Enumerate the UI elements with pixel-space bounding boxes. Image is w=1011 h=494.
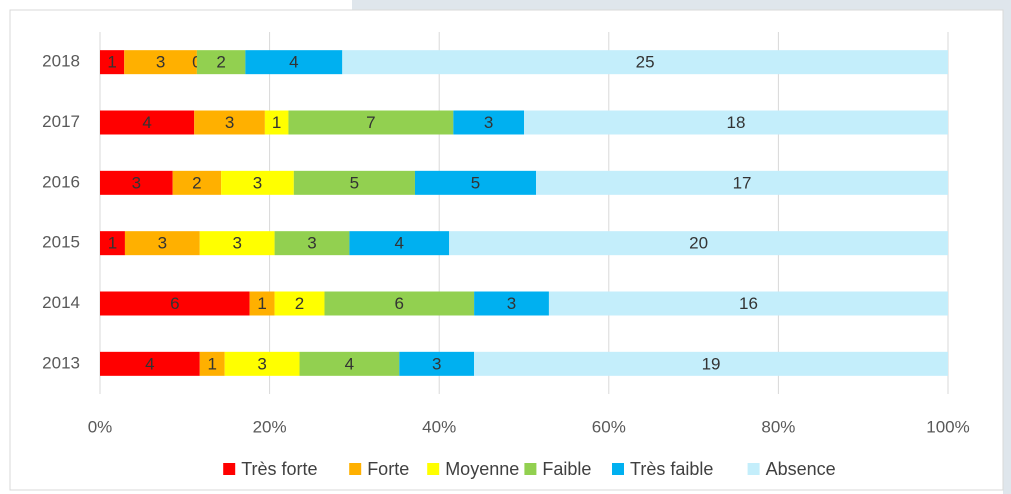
legend-swatch	[747, 463, 760, 475]
data-label: 1	[108, 234, 117, 253]
x-tick-label: 0%	[88, 417, 113, 436]
data-label: 2	[216, 53, 225, 72]
y-tick-label: 2018	[42, 52, 80, 71]
legend-label: Forte	[367, 459, 409, 479]
bar-segment	[100, 351, 200, 376]
data-label: 3	[257, 354, 266, 373]
bar-segment	[249, 291, 275, 316]
data-label: 4	[345, 354, 354, 373]
bar-segment	[199, 231, 275, 256]
data-label: 6	[395, 294, 404, 313]
bar-segment	[414, 170, 537, 195]
bar-segment	[100, 50, 125, 75]
y-tick-label: 2016	[42, 172, 80, 191]
data-label: 6	[170, 294, 179, 313]
data-label: 4	[145, 354, 154, 373]
data-label: 5	[350, 173, 359, 192]
bar-segment	[324, 291, 475, 316]
bar-segment	[453, 110, 524, 135]
data-label: 5	[471, 173, 480, 192]
legend-label: Absence	[766, 459, 836, 479]
legend-swatch	[349, 463, 362, 475]
legend-label: Faible	[542, 459, 591, 479]
bar-segment	[288, 110, 454, 135]
x-tick-label: 80%	[761, 417, 795, 436]
x-tick-label: 100%	[926, 417, 969, 436]
data-label: 4	[289, 53, 298, 72]
data-label: 4	[142, 113, 151, 132]
legend-label: Très forte	[241, 459, 317, 479]
data-label: 1	[208, 354, 217, 373]
bar-segment	[199, 351, 225, 376]
bar-segment	[221, 170, 294, 195]
legend-swatch	[524, 463, 537, 475]
bar-segment	[172, 170, 222, 195]
bar-segment	[399, 351, 475, 376]
legend-label: Très faible	[630, 459, 713, 479]
data-label: 3	[253, 173, 262, 192]
data-label: 2	[192, 173, 201, 192]
bar-segment	[274, 231, 350, 256]
data-label: 3	[432, 354, 441, 373]
legend-label: Moyenne	[445, 459, 519, 479]
backdrop-image	[352, 0, 1011, 10]
backdrop-edge	[1003, 0, 1011, 494]
x-tick-label: 40%	[422, 417, 456, 436]
bar-segment	[548, 291, 948, 316]
bar-segment	[245, 50, 343, 75]
data-label: 18	[727, 113, 746, 132]
bar-segment	[524, 110, 948, 135]
data-label: 3	[132, 173, 141, 192]
data-label: 4	[395, 234, 404, 253]
x-tick-label: 60%	[592, 417, 626, 436]
data-label: 20	[689, 234, 708, 253]
data-label: 3	[484, 113, 493, 132]
data-label: 1	[107, 53, 116, 72]
bar-segment	[224, 351, 300, 376]
y-tick-label: 2015	[42, 233, 80, 252]
bar-segment	[264, 110, 289, 135]
bar-segment	[100, 291, 250, 316]
data-label: 3	[232, 234, 241, 253]
y-tick-label: 2017	[42, 112, 80, 131]
data-label: 3	[307, 234, 316, 253]
data-label: 16	[739, 294, 758, 313]
data-label: 7	[366, 113, 375, 132]
bar-segment	[449, 231, 948, 256]
data-label: 3	[156, 53, 165, 72]
bar-segment	[299, 351, 400, 376]
bar-segment	[342, 50, 948, 75]
bar-segment	[100, 110, 195, 135]
x-tick-label: 20%	[253, 417, 287, 436]
legend-swatch	[223, 463, 236, 475]
data-label: 17	[733, 173, 752, 192]
data-label: 25	[636, 53, 655, 72]
data-label: 1	[272, 113, 281, 132]
bar-segment	[100, 231, 125, 256]
bar-segment	[293, 170, 415, 195]
data-label: 3	[225, 113, 234, 132]
bar-segment	[536, 170, 948, 195]
bar-segment	[274, 291, 325, 316]
data-label: 2	[295, 294, 304, 313]
bar-segment	[474, 351, 948, 376]
bar-segment	[196, 50, 246, 75]
legend-swatch	[612, 463, 624, 475]
bar-segment	[474, 291, 549, 316]
legend-swatch	[427, 463, 440, 475]
y-tick-label: 2013	[42, 353, 80, 372]
data-label: 3	[507, 294, 516, 313]
bar-segment	[194, 110, 265, 135]
bar-segment	[349, 231, 450, 256]
data-label: 3	[158, 234, 167, 253]
data-label: 19	[702, 354, 721, 373]
bar-segment	[100, 170, 173, 195]
data-label: 1	[257, 294, 266, 313]
bar-segment	[124, 231, 200, 256]
y-tick-label: 2014	[42, 293, 80, 312]
bar-segment	[124, 50, 197, 75]
